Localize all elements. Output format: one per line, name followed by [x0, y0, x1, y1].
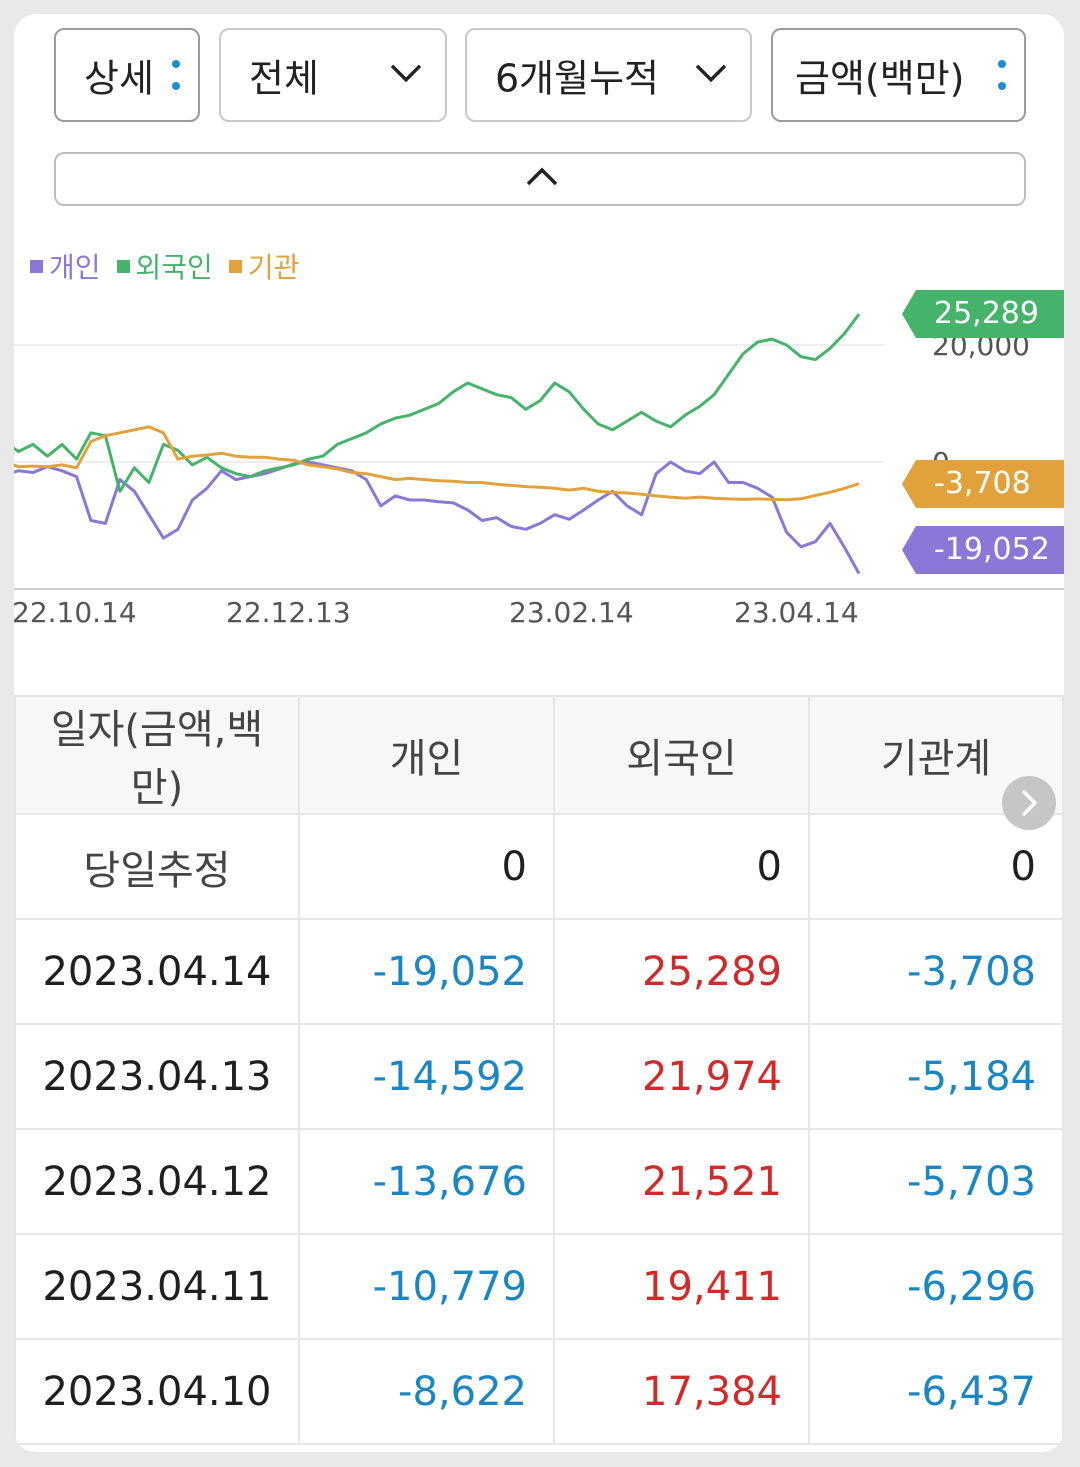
legend-label: 기관: [247, 251, 300, 284]
row-institution: -6,437: [808, 1338, 1064, 1445]
more-vertical-icon: [998, 60, 1006, 90]
table-row: 2023.04.10 -8,622 17,384 -6,437: [14, 1338, 1064, 1445]
row-foreign: 21,974: [553, 1023, 810, 1130]
individual-last-value-tag: -19,052: [902, 526, 1064, 574]
table-row: 2023.04.11 -10,779 19,411 -6,296: [14, 1233, 1064, 1340]
estimate-label: 당일추정: [14, 813, 300, 920]
legend-institution: 기관: [228, 246, 300, 286]
series-layer: [14, 313, 861, 575]
more-vertical-icon: [172, 60, 180, 90]
chevron-down-icon: [695, 64, 727, 83]
table-row: 2023.04.12 -13,676 21,521 -5,703: [14, 1128, 1064, 1235]
estimate-individual: 0: [298, 813, 555, 920]
row-institution: -3,708: [808, 918, 1064, 1025]
period-select[interactable]: 6개월누적: [465, 28, 752, 122]
legend-swatch: [30, 259, 43, 273]
legend-individual: 개인: [30, 246, 101, 286]
header-date: 일자(금액,백만): [14, 695, 300, 815]
row-individual: -14,592: [298, 1023, 555, 1130]
row-date: 2023.04.12: [14, 1128, 300, 1235]
legend-label: 외국인: [135, 251, 213, 284]
row-institution: -5,703: [808, 1128, 1064, 1235]
x-tick-label: 23.04.14: [734, 596, 859, 629]
legend-swatch: [116, 259, 130, 273]
scope-label: 전체: [249, 56, 319, 101]
x-tick-label: 22.12.13: [226, 596, 351, 629]
investor-trend-card: 상세 전체 6개월누적 금액(백만) 개인 외국인 기관: [14, 14, 1064, 1452]
row-institution: -6,296: [808, 1233, 1064, 1340]
row-individual: -10,779: [298, 1233, 555, 1340]
unit-label: 금액(백만): [795, 56, 965, 101]
estimate-institution: 0: [808, 813, 1064, 920]
detail-label: 상세: [84, 56, 154, 101]
unit-menu-button[interactable]: 금액(백만): [771, 28, 1026, 122]
foreign-last-value-tag: 25,289: [902, 290, 1064, 338]
period-label: 6개월누적: [495, 56, 660, 101]
institution-last-value-tag: -3,708: [902, 460, 1064, 508]
row-individual: -13,676: [298, 1128, 555, 1235]
chevron-down-icon: [390, 64, 422, 83]
legend-foreign: 외국인: [116, 246, 213, 286]
row-date: 2023.04.14: [14, 918, 300, 1025]
header-foreign: 외국인: [553, 695, 810, 815]
header-individual: 개인: [298, 695, 555, 815]
chevron-up-icon: [526, 167, 558, 186]
row-foreign: 19,411: [553, 1233, 810, 1340]
table-header-row: 일자(금액,백만) 개인 외국인 기관계: [14, 695, 1064, 815]
estimate-row: 당일추정 0 0 0: [14, 813, 1064, 920]
table-row: 2023.04.13 -14,592 21,974 -5,184: [14, 1023, 1064, 1130]
row-individual: -8,622: [298, 1338, 555, 1445]
series-line-institution: [14, 425, 860, 502]
table-row: 2023.04.14 -19,052 25,289 -3,708: [14, 918, 1064, 1025]
investor-line-chart: [14, 313, 1064, 590]
row-date: 2023.04.10: [14, 1338, 300, 1445]
scope-select[interactable]: 전체: [219, 28, 447, 122]
series-line-individual: [14, 460, 861, 575]
row-foreign: 21,521: [553, 1128, 810, 1235]
scroll-right-button[interactable]: [1002, 776, 1056, 830]
legend-swatch: [228, 259, 242, 273]
row-foreign: 25,289: [553, 918, 810, 1025]
row-foreign: 17,384: [553, 1338, 810, 1445]
investor-table: 일자(금액,백만) 개인 외국인 기관계 당일추정 0 0 0 2023.04.…: [14, 695, 1064, 1445]
chevron-right-icon: [1021, 789, 1038, 817]
legend-label: 개인: [49, 251, 101, 284]
collapse-toggle[interactable]: [54, 152, 1026, 206]
series-line-foreign: [14, 313, 861, 493]
x-tick-label: 23.02.14: [509, 596, 634, 629]
row-date: 2023.04.11: [14, 1233, 300, 1340]
row-individual: -19,052: [298, 918, 555, 1025]
detail-menu-button[interactable]: 상세: [54, 28, 200, 122]
row-institution: -5,184: [808, 1023, 1064, 1130]
row-date: 2023.04.13: [14, 1023, 300, 1130]
chart-legend: 개인 외국인 기관: [30, 246, 299, 286]
x-tick-label: 22.10.14: [14, 596, 137, 629]
estimate-foreign: 0: [553, 813, 810, 920]
